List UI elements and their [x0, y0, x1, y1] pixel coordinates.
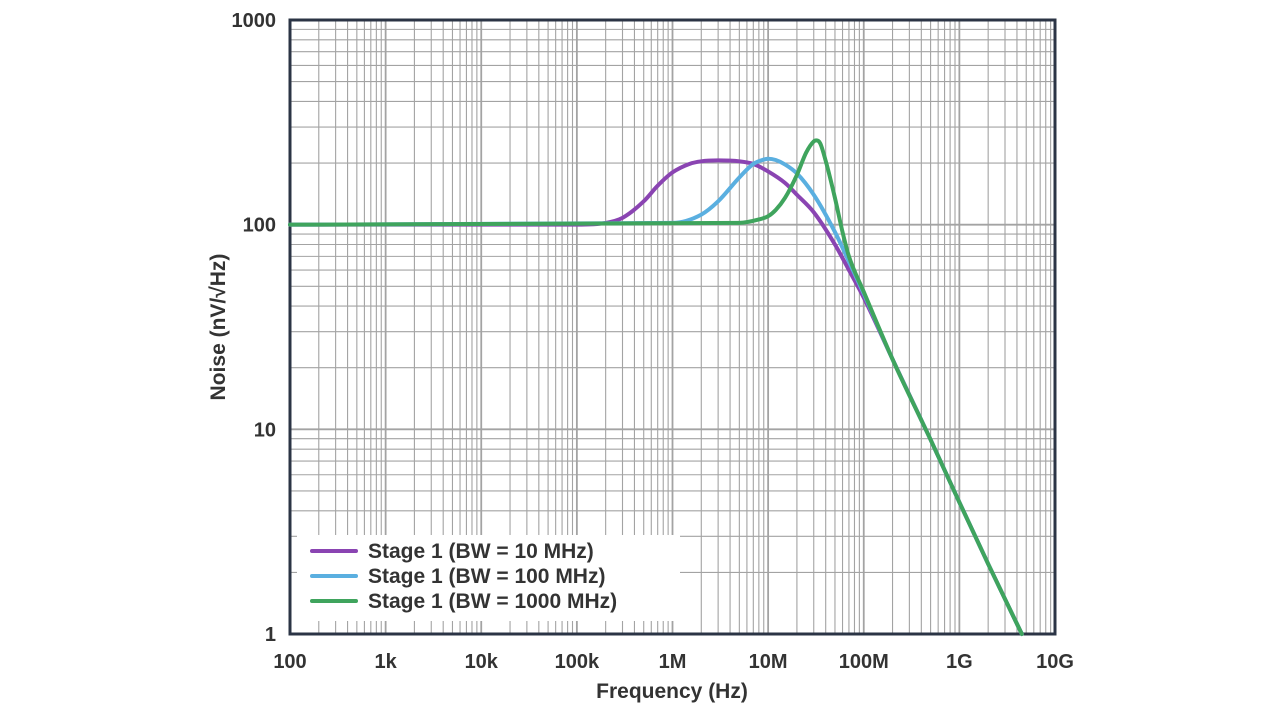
- x-tick-label: 10G: [1036, 651, 1074, 673]
- x-tick-label: 1G: [946, 651, 973, 673]
- x-tick-label: 1M: [659, 651, 687, 673]
- x-axis-title: Frequency (Hz): [596, 680, 748, 703]
- y-tick-label: 1: [265, 624, 276, 646]
- x-tick-label: 1k: [375, 651, 398, 673]
- legend-label-2: Stage 1 (BW = 100 MHz): [368, 565, 605, 588]
- legend-label-3: Stage 1 (BW = 1000 MHz): [368, 590, 617, 613]
- x-tick-label: 10M: [749, 651, 788, 673]
- legend: Stage 1 (BW = 10 MHz)Stage 1 (BW = 100 M…: [297, 535, 680, 621]
- x-tick-labels: 100 1k 10k 100k 1M 10M 100M 1G 10G: [273, 651, 1074, 673]
- legend-label-1: Stage 1 (BW = 10 MHz): [368, 540, 594, 563]
- plot-frame: [288, 18, 1057, 636]
- x-tick-label: 100M: [839, 651, 889, 673]
- x-tick-label: 100: [273, 651, 306, 673]
- y-tick-labels: 1 10 100 1000: [232, 10, 277, 646]
- y-tick-label: 10: [254, 419, 276, 441]
- x-tick-label: 100k: [555, 651, 600, 673]
- y-axis-title: Noise (nV/√Hz): [207, 254, 230, 401]
- y-tick-label: 1000: [232, 10, 277, 32]
- x-tick-label: 10k: [465, 651, 499, 673]
- legend-background: [297, 535, 680, 621]
- series-lines: [288, 138, 1024, 636]
- series-line-3: [288, 138, 1024, 636]
- y-tick-label: 100: [243, 215, 276, 237]
